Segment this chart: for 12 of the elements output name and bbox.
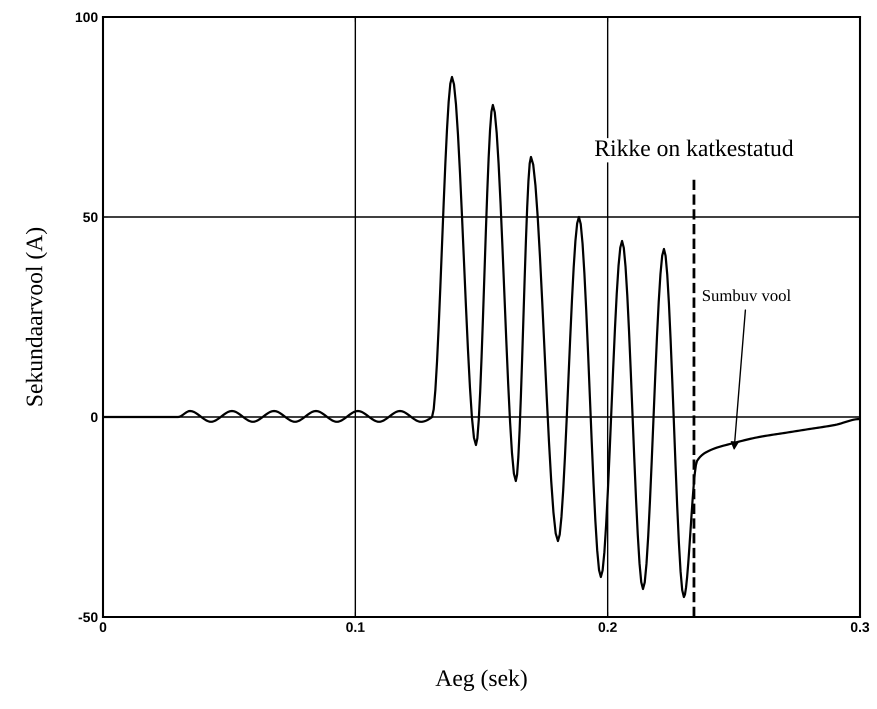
y-tick-label: 50 <box>83 212 98 222</box>
x-axis-title: Aeg (sek) <box>436 670 527 692</box>
x-tick-label: 0.1 <box>346 622 365 632</box>
y-tick-label: 100 <box>76 12 98 22</box>
x-tick-label: 0.2 <box>598 622 617 632</box>
annotation: Sumbuv vool <box>702 289 791 302</box>
x-tick-label: 0.3 <box>850 622 870 632</box>
ref-line-label: Rikke on katkestatud <box>594 140 794 156</box>
y-axis-title: Sekundaarvool (A) <box>26 228 48 406</box>
y-tick-label: 0 <box>90 412 98 422</box>
y-tick-label: -50 <box>78 612 98 622</box>
x-tick-label: 0 <box>100 622 106 632</box>
